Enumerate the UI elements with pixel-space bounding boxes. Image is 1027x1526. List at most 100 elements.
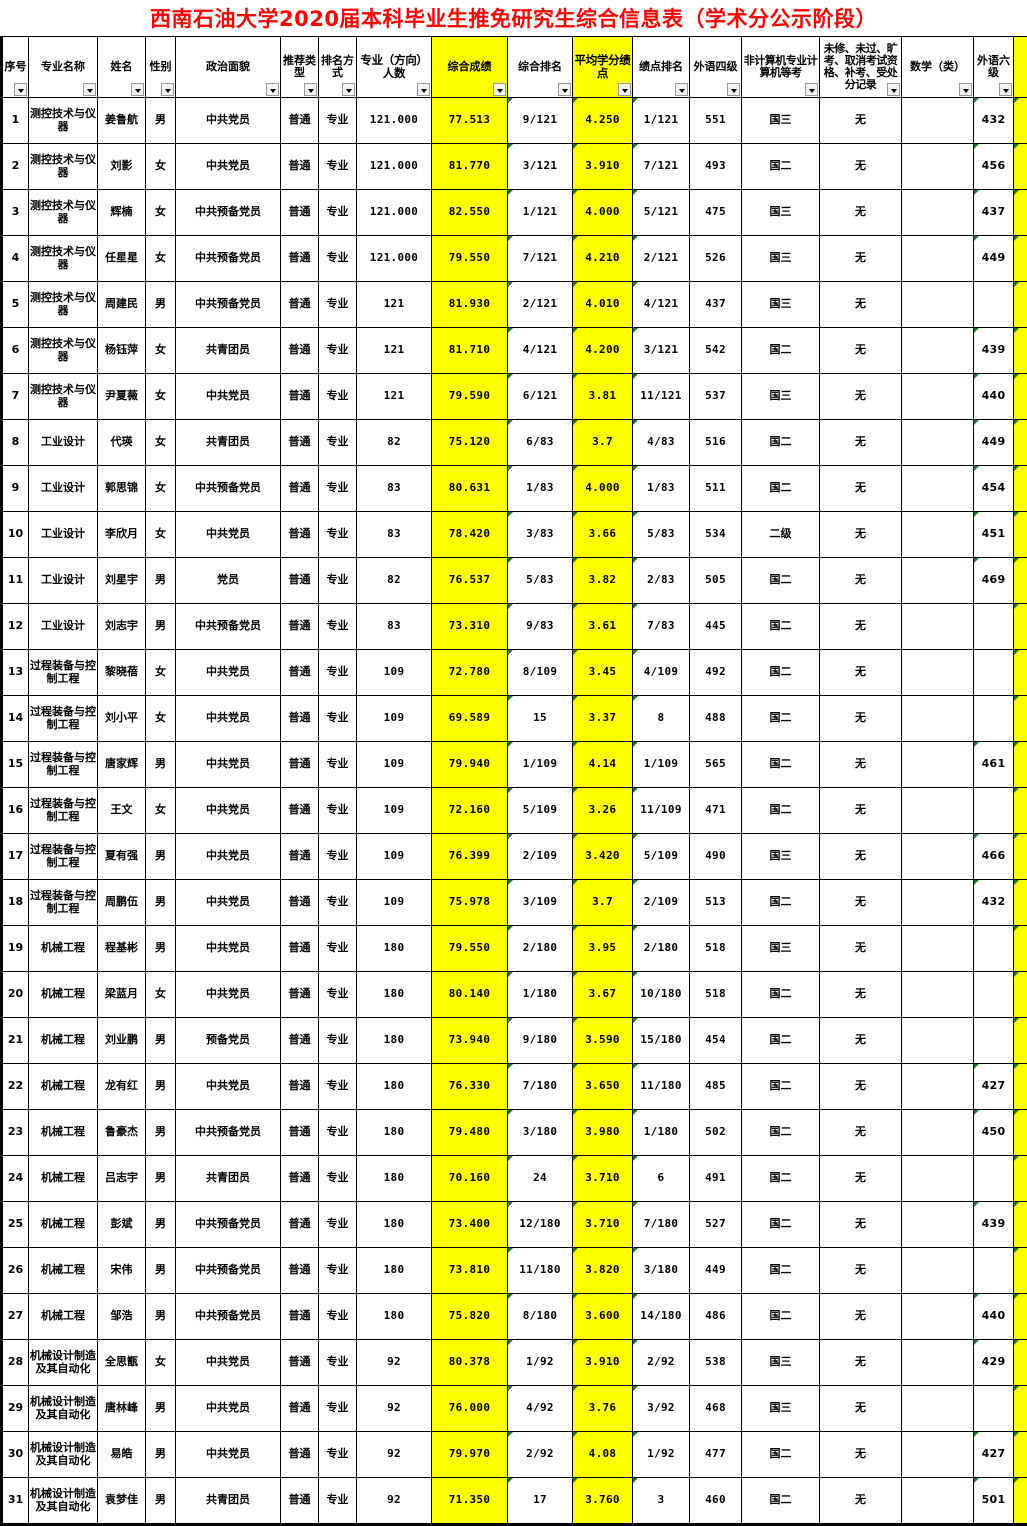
- cell-avg_gpa[interactable]: 4.000: [573, 190, 633, 236]
- cell-remark[interactable]: 无: [820, 144, 902, 190]
- cell-math[interactable]: [902, 834, 974, 880]
- cell-rank_method[interactable]: 专业: [319, 604, 357, 650]
- cell-math[interactable]: [902, 328, 974, 374]
- cell-sex[interactable]: 男: [146, 1202, 176, 1248]
- cell-index[interactable]: 27: [3, 1294, 29, 1340]
- cell-rec_type[interactable]: 普通: [281, 1294, 319, 1340]
- cell-rank_method[interactable]: 专业: [319, 374, 357, 420]
- cell-computer[interactable]: 国二: [742, 1294, 820, 1340]
- cell-sex[interactable]: 男: [146, 1386, 176, 1432]
- cell-major_count[interactable]: 82: [357, 558, 432, 604]
- cell-gpa_rank[interactable]: 3/121: [633, 328, 690, 374]
- cell-major[interactable]: 机械工程: [29, 1294, 98, 1340]
- cell-party[interactable]: 共青团员: [176, 1156, 281, 1202]
- cell-total_rank[interactable]: 5/83: [508, 558, 573, 604]
- cell-major_count[interactable]: 180: [357, 926, 432, 972]
- cell-math[interactable]: [902, 1248, 974, 1294]
- cell-party[interactable]: 中共预备党员: [176, 190, 281, 236]
- cell-avg_gpa[interactable]: 3.37: [573, 696, 633, 742]
- cell-computer[interactable]: 国二: [742, 328, 820, 374]
- cell-major[interactable]: 机械设计制造及其自动化: [29, 1340, 98, 1386]
- cell-remark[interactable]: 无: [820, 696, 902, 742]
- cell-major[interactable]: 机械工程: [29, 1064, 98, 1110]
- filter-dropdown-icon-rank_method[interactable]: [342, 83, 355, 96]
- cell-rank_method[interactable]: 专业: [319, 512, 357, 558]
- cell-gpa_rank[interactable]: 8: [633, 696, 690, 742]
- cell-name[interactable]: 全思甑: [98, 1340, 146, 1386]
- cell-index[interactable]: 4: [3, 236, 29, 282]
- cell-remark[interactable]: 无: [820, 374, 902, 420]
- cell-cet6[interactable]: 440: [974, 374, 1014, 420]
- cell-cet6[interactable]: 440: [974, 1294, 1014, 1340]
- cell-sex[interactable]: 女: [146, 374, 176, 420]
- cell-major_count[interactable]: 180: [357, 1294, 432, 1340]
- cell-major[interactable]: 测控技术与仪器: [29, 98, 98, 144]
- cell-gpa_rank[interactable]: 15/180: [633, 1018, 690, 1064]
- cell-total_rank[interactable]: 4/121: [508, 328, 573, 374]
- cell-cet4[interactable]: 468: [690, 1386, 742, 1432]
- cell-total_score[interactable]: 73.310: [432, 604, 508, 650]
- cell-sex[interactable]: 男: [146, 742, 176, 788]
- cell-gpa_rank[interactable]: 1/92: [633, 1432, 690, 1478]
- cell-computer[interactable]: 国二: [742, 880, 820, 926]
- cell-cet6[interactable]: [974, 1018, 1014, 1064]
- cell-cet4[interactable]: 490: [690, 834, 742, 880]
- cell-cet6[interactable]: 501: [974, 1478, 1014, 1524]
- cell-sex[interactable]: 男: [146, 558, 176, 604]
- cell-party[interactable]: 中共党员: [176, 1432, 281, 1478]
- cell-total_score[interactable]: 70.160: [432, 1156, 508, 1202]
- cell-computer[interactable]: 国二: [742, 1432, 820, 1478]
- cell-academic[interactable]: 0.000: [1014, 696, 1027, 742]
- cell-computer[interactable]: 国二: [742, 972, 820, 1018]
- cell-computer[interactable]: 国二: [742, 696, 820, 742]
- cell-math[interactable]: [902, 1202, 974, 1248]
- cell-index[interactable]: 2: [3, 144, 29, 190]
- cell-rank_method[interactable]: 专业: [319, 1478, 357, 1524]
- cell-academic[interactable]: 46.400: [1014, 1340, 1027, 1386]
- cell-gpa_rank[interactable]: 1/121: [633, 98, 690, 144]
- cell-name[interactable]: 刘小平: [98, 696, 146, 742]
- cell-math[interactable]: [902, 144, 974, 190]
- cell-remark[interactable]: 无: [820, 972, 902, 1018]
- cell-computer[interactable]: 国三: [742, 374, 820, 420]
- cell-party[interactable]: 共青团员: [176, 328, 281, 374]
- cell-rec_type[interactable]: 普通: [281, 1110, 319, 1156]
- cell-cet6[interactable]: 437: [974, 190, 1014, 236]
- cell-sex[interactable]: 女: [146, 466, 176, 512]
- cell-name[interactable]: 梁蓝月: [98, 972, 146, 1018]
- cell-avg_gpa[interactable]: 3.76: [573, 1386, 633, 1432]
- cell-rec_type[interactable]: 普通: [281, 834, 319, 880]
- cell-cet4[interactable]: 475: [690, 190, 742, 236]
- cell-sex[interactable]: 男: [146, 1478, 176, 1524]
- cell-gpa_rank[interactable]: 2/180: [633, 926, 690, 972]
- cell-remark[interactable]: 无: [820, 1432, 902, 1478]
- cell-sex[interactable]: 女: [146, 190, 176, 236]
- cell-total_rank[interactable]: 3/83: [508, 512, 573, 558]
- cell-index[interactable]: 22: [3, 1064, 29, 1110]
- cell-rank_method[interactable]: 专业: [319, 236, 357, 282]
- cell-name[interactable]: 王文: [98, 788, 146, 834]
- cell-party[interactable]: 中共党员: [176, 880, 281, 926]
- cell-total_rank[interactable]: 4/92: [508, 1386, 573, 1432]
- cell-sex[interactable]: 女: [146, 512, 176, 558]
- cell-computer[interactable]: 国二: [742, 1202, 820, 1248]
- cell-total_rank[interactable]: 9/180: [508, 1018, 573, 1064]
- cell-gpa_rank[interactable]: 3/180: [633, 1248, 690, 1294]
- cell-rec_type[interactable]: 普通: [281, 1340, 319, 1386]
- cell-major[interactable]: 工业设计: [29, 420, 98, 466]
- cell-major[interactable]: 机械设计制造及其自动化: [29, 1432, 98, 1478]
- cell-gpa_rank[interactable]: 1/180: [633, 1110, 690, 1156]
- cell-party[interactable]: 中共党员: [176, 926, 281, 972]
- cell-gpa_rank[interactable]: 2/109: [633, 880, 690, 926]
- cell-index[interactable]: 10: [3, 512, 29, 558]
- cell-rank_method[interactable]: 专业: [319, 420, 357, 466]
- cell-index[interactable]: 15: [3, 742, 29, 788]
- cell-rec_type[interactable]: 普通: [281, 1432, 319, 1478]
- cell-avg_gpa[interactable]: 4.210: [573, 236, 633, 282]
- cell-cet6[interactable]: 427: [974, 1064, 1014, 1110]
- cell-party[interactable]: 党员: [176, 558, 281, 604]
- cell-major[interactable]: 机械工程: [29, 926, 98, 972]
- cell-name[interactable]: 唐家辉: [98, 742, 146, 788]
- cell-name[interactable]: 吕志宇: [98, 1156, 146, 1202]
- cell-computer[interactable]: 国二: [742, 1156, 820, 1202]
